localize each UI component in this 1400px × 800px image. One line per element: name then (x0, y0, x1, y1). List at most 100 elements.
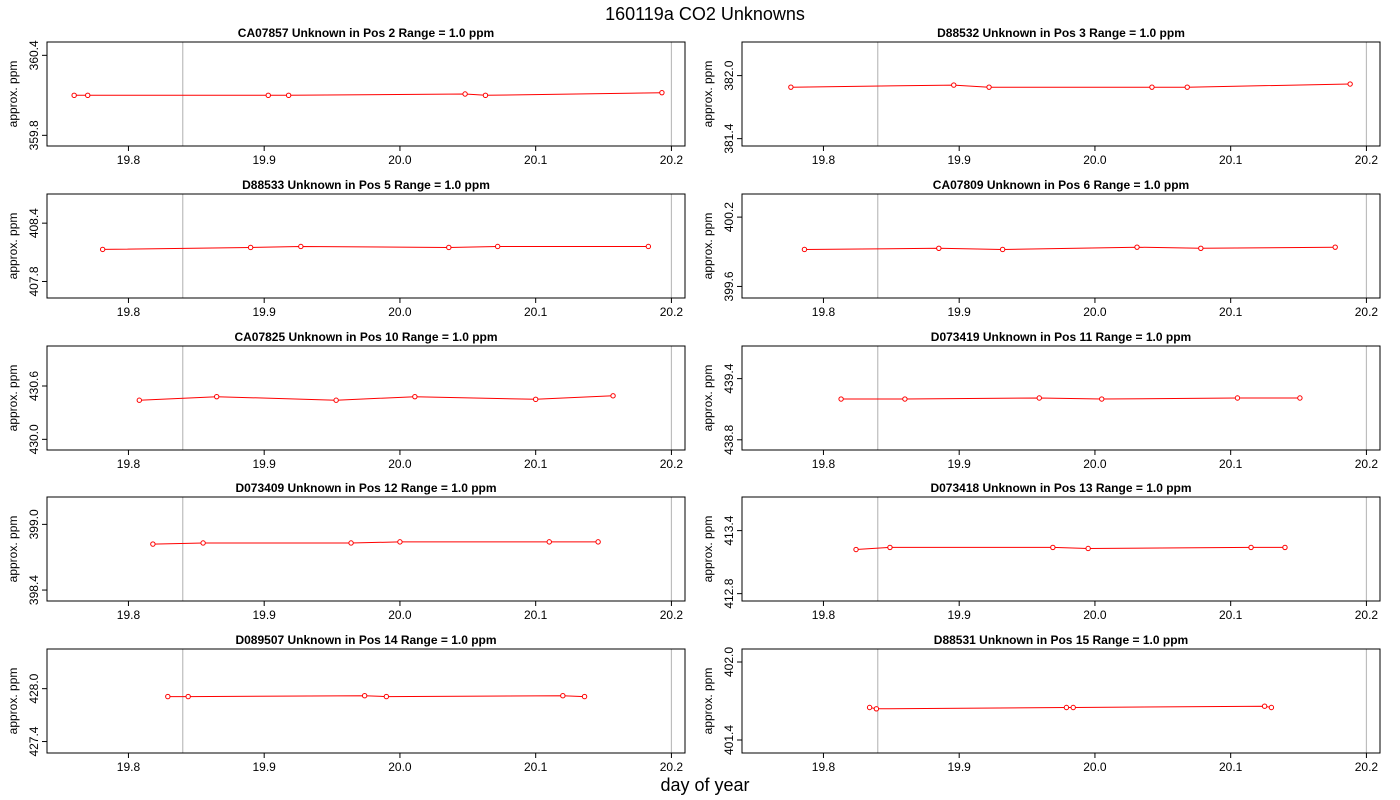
x-tick-label: 19.9 (253, 153, 277, 167)
data-point (1070, 704, 1076, 711)
data-point (397, 539, 403, 545)
data-point (348, 540, 354, 546)
panel-title: CA07825 Unknown in Pos 10 Range = 1.0 pp… (234, 330, 497, 344)
x-tick-label: 20.0 (1083, 457, 1107, 471)
panel: D073418 Unknown in Pos 13 Range = 1.0 pp… (701, 481, 1381, 622)
data-point (1297, 395, 1303, 401)
data-point (265, 92, 271, 99)
data-point (645, 243, 652, 250)
plot-frame (46, 648, 686, 754)
data-point (494, 243, 501, 250)
data-point (999, 246, 1006, 253)
data-point (71, 92, 77, 99)
x-axis-label: day of year (660, 775, 749, 795)
data-point (1347, 81, 1353, 87)
x-tick-label: 19.8 (117, 305, 141, 319)
x-tick-label: 20.2 (660, 153, 684, 167)
panel-title: CA07809 Unknown in Pos 6 Range = 1.0 ppm (933, 178, 1189, 192)
x-tick-label: 19.8 (812, 760, 836, 774)
y-tick-label: 359.8 (27, 120, 41, 150)
y-axis-label: approx. ppm (701, 668, 715, 735)
data-point (853, 546, 859, 553)
y-tick-label: 400.2 (722, 202, 736, 232)
x-tick-label: 20.1 (524, 457, 548, 471)
panel: D089507 Unknown in Pos 14 Range = 1.0 pp… (6, 633, 686, 774)
x-tick-label: 20.1 (1219, 153, 1243, 167)
x-tick-label: 20.1 (524, 760, 548, 774)
data-point (99, 246, 106, 253)
x-tick-label: 20.1 (524, 608, 548, 622)
plot-frame (46, 193, 686, 299)
x-tick-label: 20.2 (1355, 153, 1379, 167)
data-point (887, 544, 893, 551)
y-axis-label: approx. ppm (701, 61, 715, 128)
data-point (462, 91, 468, 97)
plot-frame (741, 193, 1381, 299)
y-tick-label: 427.4 (27, 726, 41, 756)
x-tick-label: 20.0 (1083, 305, 1107, 319)
panel-title: D88531 Unknown in Pos 15 Range = 1.0 ppm (934, 633, 1188, 647)
data-point (200, 540, 206, 546)
data-point (866, 704, 873, 711)
x-tick-label: 20.0 (388, 760, 412, 774)
y-tick-label: 430.0 (27, 424, 41, 454)
series-line (167, 695, 585, 698)
x-tick-label: 19.9 (948, 457, 972, 471)
x-tick-label: 20.2 (1355, 457, 1379, 471)
y-tick-label: 398.4 (27, 575, 41, 605)
y-tick-label: 407.8 (27, 266, 41, 296)
x-tick-label: 20.0 (1083, 153, 1107, 167)
plot-frame (741, 496, 1381, 602)
x-tick-label: 20.2 (1355, 760, 1379, 774)
y-axis-label: approx. ppm (701, 516, 715, 583)
data-point (801, 246, 808, 253)
x-tick-label: 19.9 (253, 305, 277, 319)
y-axis-label: approx. ppm (6, 668, 20, 735)
panel: CA07809 Unknown in Pos 6 Range = 1.0 ppm… (701, 178, 1381, 319)
data-point (1184, 84, 1190, 90)
series-line (869, 705, 1272, 710)
data-point (1063, 704, 1070, 711)
x-tick-label: 19.8 (117, 760, 141, 774)
data-point (581, 693, 588, 700)
x-tick-label: 19.9 (253, 608, 277, 622)
figure-title: 160119a CO2 Unknowns (605, 4, 805, 24)
y-axis-label: approx. ppm (701, 213, 715, 280)
x-tick-label: 20.2 (660, 608, 684, 622)
data-point (838, 396, 844, 402)
plot-frame (46, 345, 686, 451)
data-point (1248, 544, 1254, 551)
y-tick-label: 438.8 (722, 424, 736, 454)
x-tick-label: 19.8 (812, 457, 836, 471)
plot-frame (46, 496, 686, 602)
series-line (790, 83, 1351, 88)
x-tick-label: 20.0 (388, 153, 412, 167)
data-point (247, 244, 254, 251)
data-point (446, 244, 452, 251)
panel-title: D073419 Unknown in Pos 11 Range = 1.0 pp… (931, 330, 1191, 344)
x-tick-label: 20.2 (1355, 305, 1379, 319)
panel: D88532 Unknown in Pos 3 Range = 1.0 ppm 1… (701, 26, 1381, 167)
x-tick-label: 19.9 (948, 305, 972, 319)
y-tick-label: 402.0 (722, 647, 736, 677)
series-line (152, 541, 599, 545)
data-point (165, 693, 171, 700)
data-point (150, 541, 156, 547)
x-tick-label: 19.8 (117, 608, 141, 622)
data-point (1282, 544, 1288, 551)
y-tick-label: 408.4 (27, 208, 41, 238)
panel: D073409 Unknown in Pos 12 Range = 1.0 pp… (6, 481, 686, 622)
plot-frame (741, 648, 1381, 754)
x-tick-label: 20.0 (388, 305, 412, 319)
y-tick-label: 381.4 (722, 123, 736, 153)
x-tick-label: 19.8 (812, 305, 836, 319)
plot-frame (741, 41, 1381, 147)
x-tick-label: 20.1 (524, 305, 548, 319)
data-point (185, 693, 191, 700)
x-tick-label: 20.0 (388, 608, 412, 622)
y-axis-label: approx. ppm (6, 213, 20, 280)
data-point (136, 397, 143, 403)
data-point (85, 92, 91, 99)
x-tick-label: 20.2 (660, 305, 684, 319)
y-axis-label: approx. ppm (6, 365, 20, 432)
